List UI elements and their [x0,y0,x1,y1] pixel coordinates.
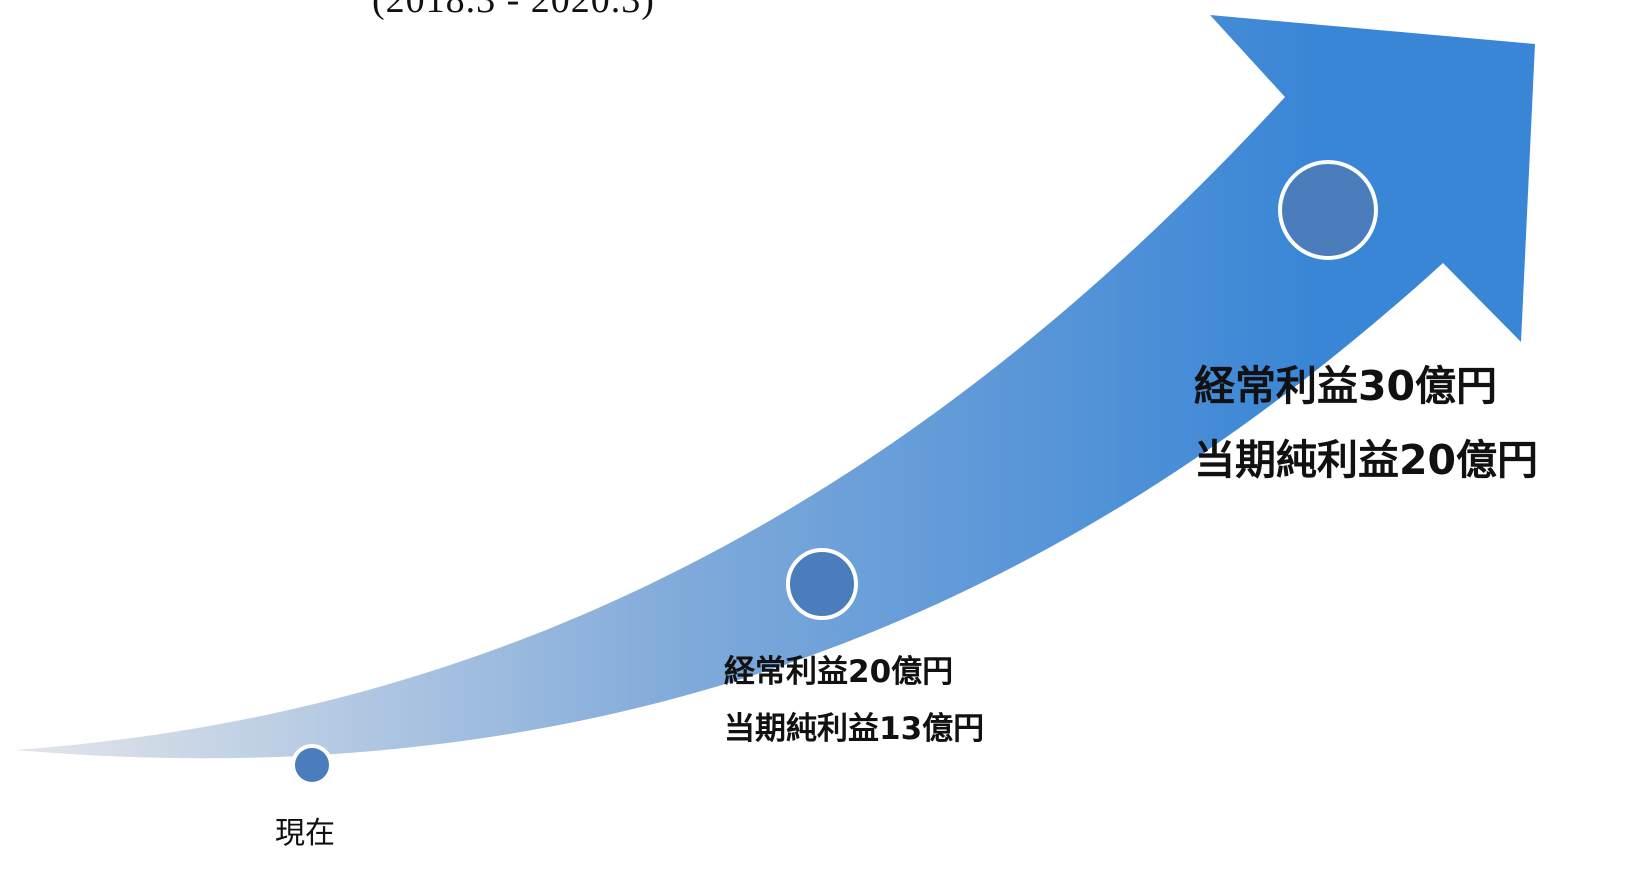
milestone-mid-net-income: 当期純利益13億円 [724,711,985,747]
milestone-mid-dot [786,548,858,620]
growth-arrow [15,15,1535,759]
milestone-top-dot [1278,160,1378,260]
milestone-now-label: 現在 [275,816,335,851]
milestone-mid-ordinary-profit: 経常利益20億円 [724,654,954,690]
milestone-now-dot [291,744,333,786]
period-label: (2018.3 - 2020.3) [372,0,655,21]
milestone-top-ordinary-profit: 経常利益30億円 [1194,362,1498,410]
milestone-top-net-income: 当期純利益20億円 [1194,436,1539,484]
